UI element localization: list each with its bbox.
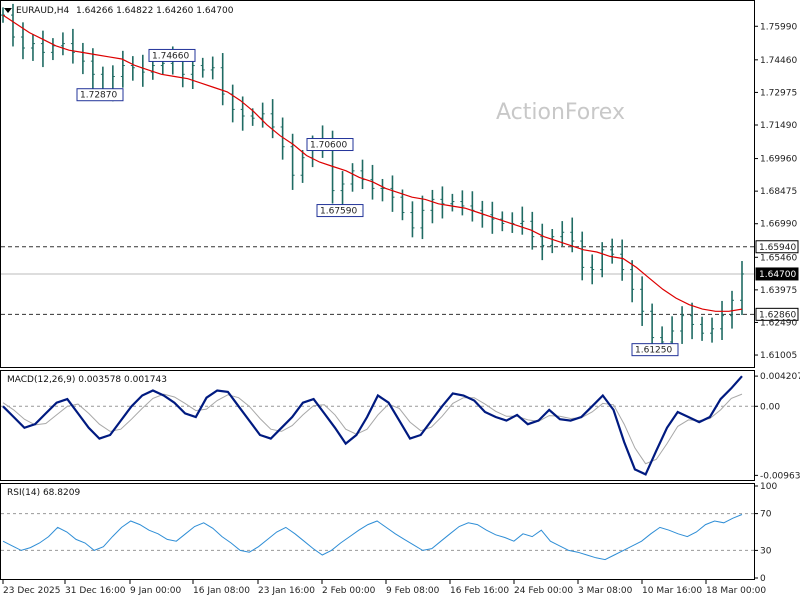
macd-line (2, 375, 743, 476)
watermark: ActionForex (496, 100, 625, 125)
macd-tick-label: 0.00 (760, 402, 780, 412)
level-label: 1.65940 (759, 243, 796, 253)
level-label: 1.62860 (759, 310, 796, 320)
x-tick-label: 9 Jan 00:00 (130, 586, 182, 596)
x-tick-label: 16 Feb 16:00 (450, 586, 509, 596)
x-tick-label: 16 Jan 08:00 (193, 586, 250, 596)
rsi-tick-label: 100 (760, 482, 777, 492)
price-annotation-box (631, 343, 679, 357)
x-tick-label: 3 Mar 08:00 (578, 586, 633, 596)
price-tick-label: 1.68475 (760, 187, 797, 197)
x-tick-label: 9 Feb 08:00 (386, 586, 440, 596)
price-annotation-box (148, 48, 196, 62)
level-label: 1.64700 (759, 270, 796, 280)
macd-panel (0, 370, 755, 481)
level-tag (755, 240, 799, 254)
price-tick-label: 1.74460 (760, 56, 797, 66)
price-tick-label: 1.65460 (760, 253, 797, 263)
price-tick-label: 1.61005 (760, 351, 797, 361)
macd-tick-label: -0.009634 (760, 471, 800, 481)
symbol-label: EURAUD,H4 (16, 6, 69, 16)
price-annotation-box (316, 204, 364, 218)
ohlc-label: 1.64266 1.64822 1.64260 1.64700 (76, 6, 234, 16)
price-tick-label: 1.66990 (760, 220, 797, 230)
rsi-tick-label: 70 (760, 510, 772, 520)
price-annotation-label: 1.72870 (80, 91, 117, 101)
price-annotation-label: 1.67590 (320, 207, 357, 217)
price-annotation-box (306, 138, 354, 152)
price-tick-label: 1.62490 (760, 318, 797, 328)
price-tick-label: 1.75990 (760, 22, 797, 32)
price-annotation-label: 1.61250 (635, 346, 672, 356)
price-tick-label: 1.72975 (760, 88, 797, 98)
price-tick-label: 1.63975 (760, 286, 797, 296)
price-tick-label: 1.69960 (760, 155, 797, 165)
macd-signal-line (2, 393, 743, 465)
rsi-title: RSI(14) 68.8209 (7, 488, 80, 498)
x-tick-label: 23 Jan 16:00 (258, 586, 315, 596)
price-tick-label: 1.71490 (760, 121, 797, 131)
macd-tick-label: 0.004207 (760, 372, 800, 382)
x-tick-label: 10 Mar 16:00 (642, 586, 702, 596)
x-tick-label: 23 Dec 2025 (3, 586, 61, 596)
price-annotation-label: 1.70600 (310, 141, 347, 151)
x-tick-label: 31 Dec 16:00 (65, 586, 126, 596)
price-annotation-label: 1.74660 (152, 51, 189, 61)
x-tick-label: 24 Feb 00:00 (514, 586, 573, 596)
rsi-tick-label: 0 (760, 574, 766, 584)
price-panel (0, 0, 755, 368)
macd-title: MACD(12,26,9) 0.003578 0.001743 (7, 375, 167, 385)
level-tag (755, 267, 799, 281)
price-annotation-box (76, 88, 124, 102)
level-tag (755, 307, 799, 321)
dropdown-triangle-icon[interactable] (4, 8, 12, 13)
x-tick-label: 18 Mar 00:00 (706, 586, 766, 596)
rsi-tick-label: 30 (760, 546, 772, 556)
rsi-line (2, 514, 743, 561)
rsi-panel (0, 483, 755, 580)
ema-line (2, 14, 743, 312)
x-tick-label: 2 Feb 00:00 (322, 586, 376, 596)
